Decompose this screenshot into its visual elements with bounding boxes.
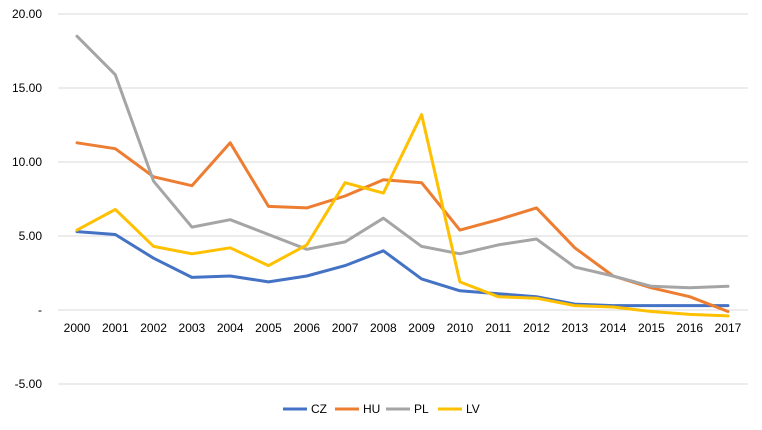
legend-label-lv: LV — [466, 402, 480, 416]
x-tick-label: 2016 — [676, 321, 703, 335]
x-tick-label: 2012 — [523, 321, 550, 335]
legend-label-pl: PL — [414, 402, 429, 416]
x-tick-label: 2008 — [370, 321, 397, 335]
y-tick-label: 15.00 — [12, 81, 42, 95]
x-tick-label: 2006 — [293, 321, 320, 335]
x-tick-label: 2011 — [485, 321, 511, 335]
x-tick-label: 2002 — [140, 321, 167, 335]
legend-label-cz: CZ — [311, 402, 327, 416]
series-line-lv — [75, 113, 730, 318]
series-line-cz — [75, 230, 730, 308]
x-tick-label: 2017 — [715, 321, 742, 335]
x-tick-label: 2013 — [561, 321, 588, 335]
y-tick-label: -5.00 — [15, 377, 43, 391]
x-tick-label: 2015 — [638, 321, 665, 335]
x-tick-label: 2014 — [600, 321, 627, 335]
x-tick-label: 2003 — [179, 321, 206, 335]
x-tick-label: 2010 — [447, 321, 474, 335]
series-line-pl — [75, 34, 730, 290]
x-tick-label: 2000 — [64, 321, 91, 335]
x-tick-label: 2007 — [332, 321, 359, 335]
x-tick-label: 2009 — [408, 321, 435, 335]
x-axis-tick-labels: 2000 2001 2002 2003 2004 2005 2006 2007 2008 2009… — [64, 321, 742, 335]
legend-label-hu: HU — [363, 402, 380, 416]
series-line-hu — [75, 141, 730, 313]
x-tick-label: 2005 — [255, 321, 282, 335]
x-tick-label: 2004 — [217, 321, 244, 335]
gridlines — [58, 13, 748, 385]
y-tick-label: 10.00 — [12, 155, 42, 169]
series-lines — [75, 34, 730, 318]
x-tick-label: 2001 — [102, 321, 129, 335]
y-tick-label: - — [38, 303, 42, 317]
y-tick-label: 5.00 — [19, 229, 43, 243]
legend: CZ HU PL LV — [283, 402, 480, 416]
y-tick-label: 20.00 — [12, 7, 42, 21]
